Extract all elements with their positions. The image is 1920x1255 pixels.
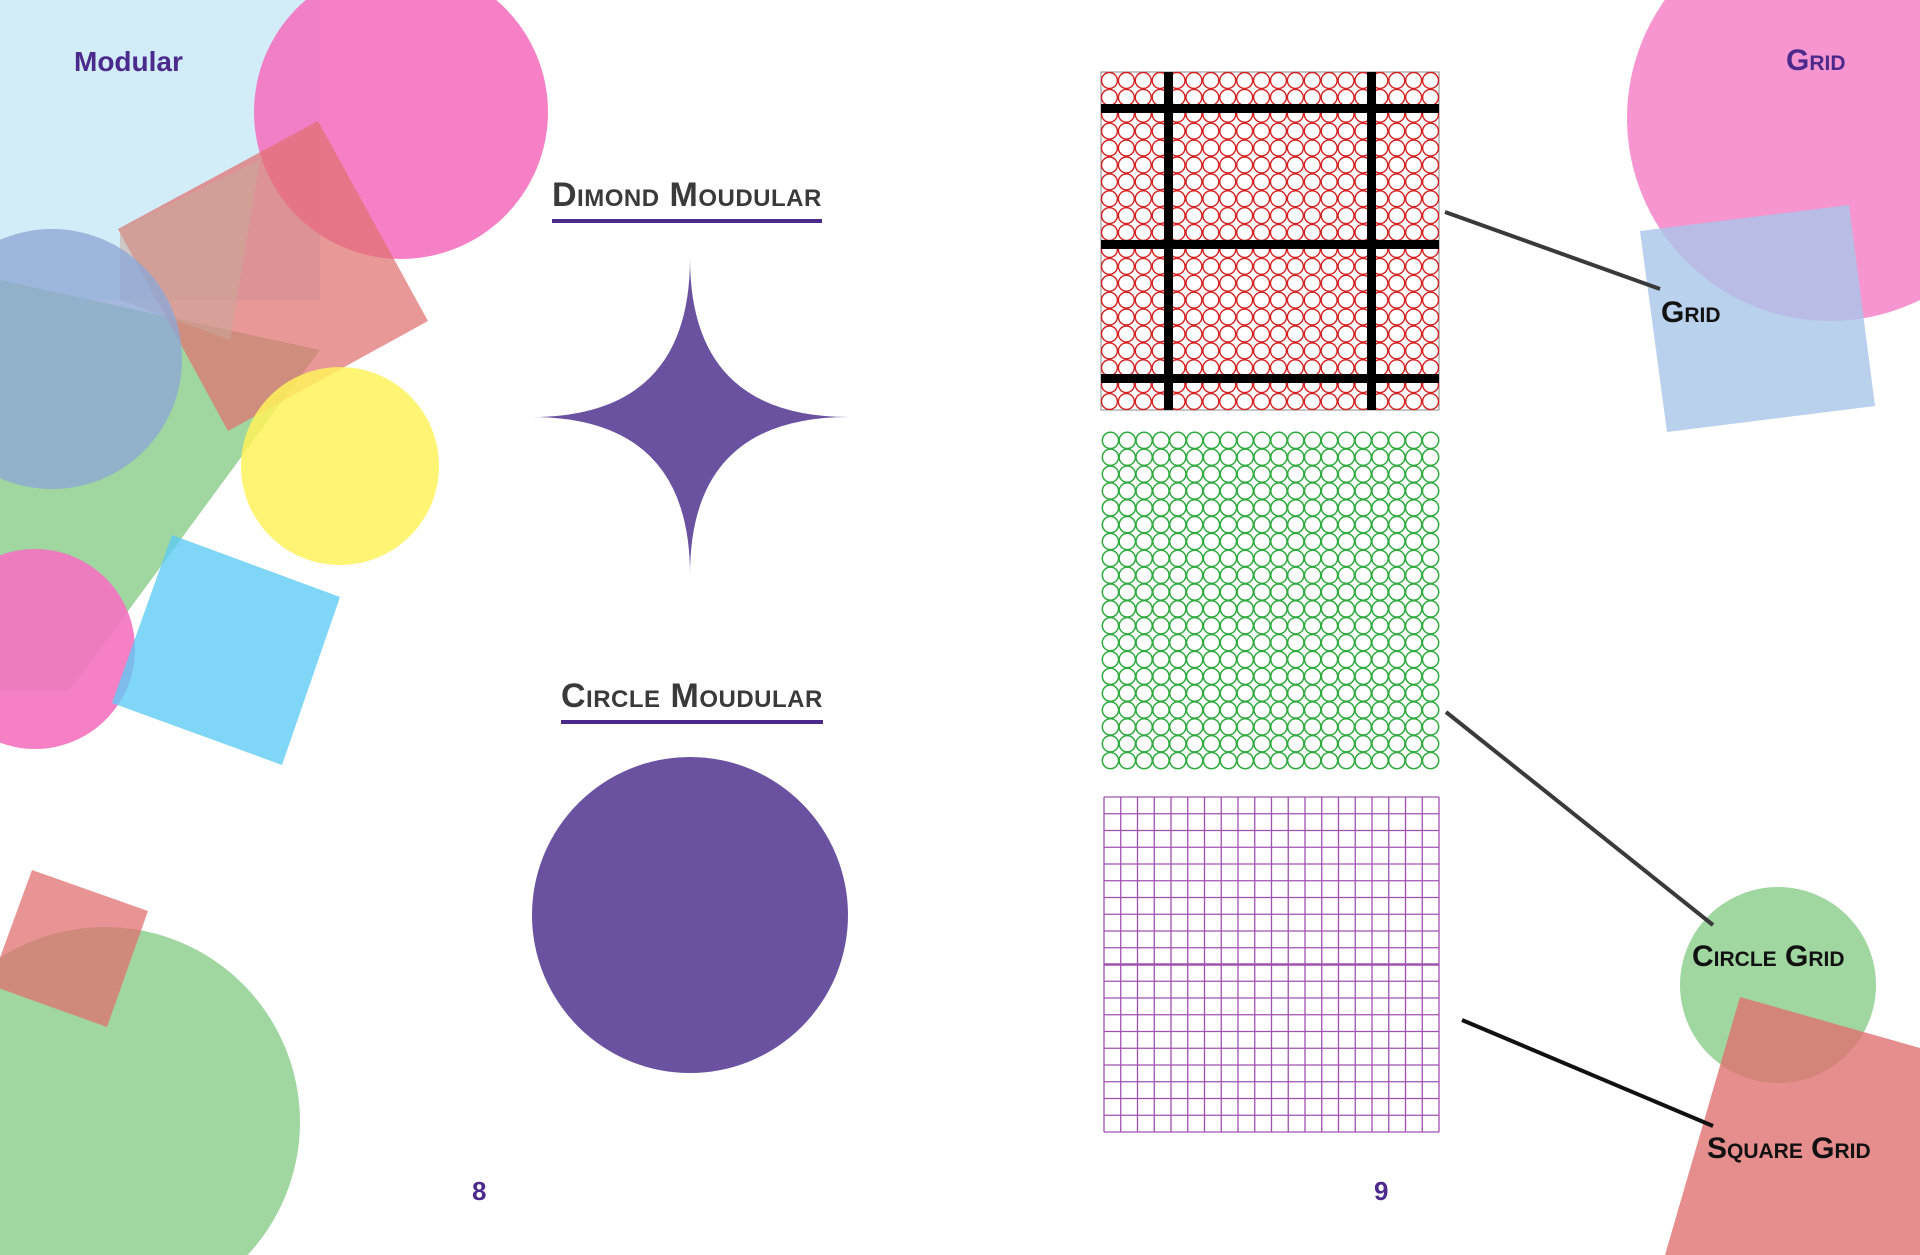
diamond-modular-shape (531, 258, 849, 575)
square-grid-label: Square Grid (1707, 1132, 1871, 1165)
circle-grid-label: Circle Grid (1692, 940, 1845, 973)
salmon-square-bottom-right (1665, 997, 1920, 1255)
blue-square-right (1640, 205, 1875, 432)
circle-modular-shape (532, 757, 848, 1073)
grid-callout-line (1444, 210, 1661, 291)
circle-modular-heading: Circle Moudular (561, 677, 823, 724)
grid-label: Grid (1661, 296, 1721, 329)
left-page-header: Modular (74, 46, 183, 77)
circle-grid-callout-line (1444, 710, 1715, 927)
periwinkle-circle (0, 229, 182, 489)
page-number-right: 9 (1374, 1176, 1389, 1206)
square-grid-callout-line (1461, 1018, 1714, 1128)
right-page-header: Grid (1786, 44, 1846, 77)
pink-circle-left (0, 549, 135, 749)
yellow-circle (241, 367, 439, 565)
cyan-square (112, 535, 340, 765)
square-grid-illustration (1103, 796, 1440, 1133)
circle-grid-illustration (1101, 431, 1440, 770)
grid-illustration (1100, 71, 1440, 411)
salmon-square-bottom-left (0, 870, 148, 1027)
page-number-left: 8 (472, 1176, 487, 1206)
diamond-modular-heading: Dimond Moudular (552, 176, 822, 223)
